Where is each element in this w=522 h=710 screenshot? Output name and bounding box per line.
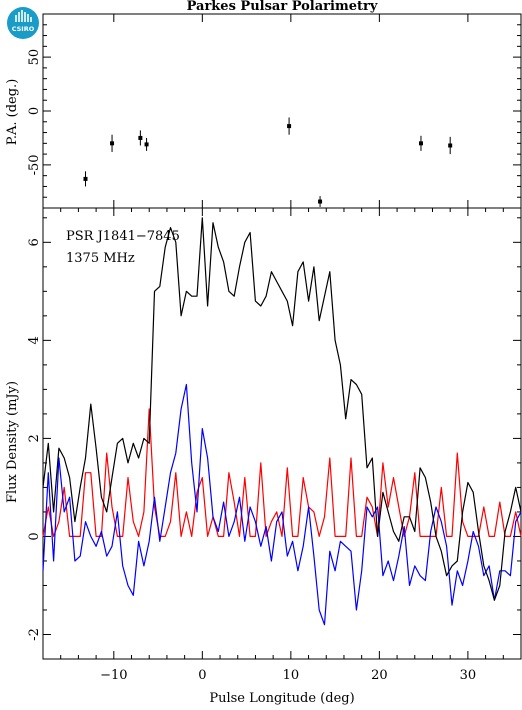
total-series-line (42, 217, 522, 601)
pa-point (318, 199, 323, 204)
linear-series-line (42, 408, 522, 538)
pa-point (418, 141, 423, 146)
pa-point (448, 143, 453, 148)
logo-text: CSIRO (12, 25, 35, 33)
pa-frame (42, 13, 522, 209)
pa-point (110, 141, 115, 146)
x-axis-label: Pulse Longitude (deg) (209, 691, 354, 706)
flux-ytick-label: 2 (27, 434, 42, 442)
x-tick-label: 0 (198, 668, 206, 683)
x-tick-label: 20 (371, 668, 388, 683)
flux-ytick-label: -2 (27, 628, 42, 641)
x-tick-label: −10 (100, 668, 127, 683)
chart-title: Parkes Pulsar Polarimetry (187, 0, 378, 14)
circular-series-line (42, 383, 522, 626)
flux-axis-label: Flux Density (mJy) (5, 381, 20, 503)
pa-ytick-label: 0 (27, 107, 42, 115)
x-tick-label: 10 (283, 668, 300, 683)
frequency-annotation: 1375 MHz (66, 251, 135, 266)
flux-frame (42, 207, 522, 660)
flux-ytick-label: 0 (27, 532, 42, 540)
pa-point (83, 176, 88, 181)
pa-point (287, 124, 292, 129)
position-angle-panel: -50 0 50 (27, 13, 522, 209)
pa-axis-label: P.A. (deg.) (5, 79, 20, 146)
pa-point (138, 135, 143, 140)
flux-ytick-label: 6 (27, 238, 42, 246)
pa-ytick-label: -50 (27, 154, 42, 175)
x-tick-label: 30 (460, 668, 477, 683)
flux-profile-panel: -2 0 2 4 6 −10 0 10 20 30 (27, 207, 522, 683)
pulsar-name-annotation: PSR J1841−7845 (66, 229, 180, 244)
flux-ytick-label: 4 (27, 336, 42, 344)
pa-ytick-label: 50 (27, 49, 42, 66)
pa-point (144, 142, 149, 147)
csiro-logo: CSIRO (7, 7, 39, 39)
